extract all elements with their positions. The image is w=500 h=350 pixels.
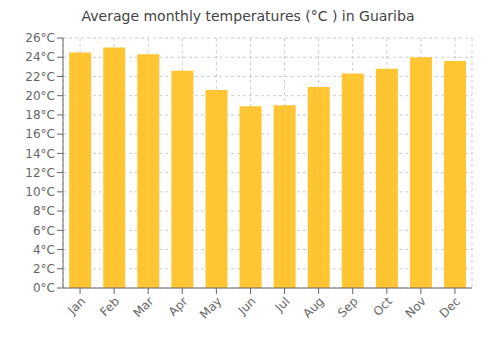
svg-text:18°C: 18°C — [25, 108, 55, 122]
svg-text:Oct: Oct — [370, 294, 395, 319]
svg-text:Feb: Feb — [97, 294, 122, 319]
svg-text:Jul: Jul — [272, 294, 293, 315]
svg-text:Jun: Jun — [235, 294, 259, 318]
svg-text:Sep: Sep — [335, 294, 361, 320]
svg-text:Mar: Mar — [130, 294, 156, 320]
svg-text:22°C: 22°C — [25, 70, 55, 84]
svg-text:0°C: 0°C — [33, 281, 55, 295]
svg-text:8°C: 8°C — [33, 204, 55, 218]
svg-text:24°C: 24°C — [25, 50, 55, 64]
svg-text:May: May — [197, 294, 224, 321]
svg-text:Nov: Nov — [403, 294, 429, 320]
svg-text:14°C: 14°C — [25, 147, 55, 161]
svg-text:2°C: 2°C — [33, 262, 55, 276]
svg-text:Aug: Aug — [300, 294, 326, 320]
html-text:Average monthly temperatures (: Average monthly temperatures (°C ) in Gu… — [81, 8, 415, 24]
svg-text:4°C: 4°C — [33, 243, 55, 257]
svg-text:20°C: 20°C — [25, 89, 55, 103]
svg-text:Dec: Dec — [437, 294, 463, 320]
svg-text:26°C: 26°C — [25, 31, 55, 45]
svg-text:10°C: 10°C — [25, 185, 55, 199]
svg-text:Apr: Apr — [166, 294, 191, 319]
svg-text:Jan: Jan — [64, 294, 88, 318]
svg-text:16°C: 16°C — [25, 127, 55, 141]
svg-text:6°C: 6°C — [33, 224, 55, 238]
svg-text:12°C: 12°C — [25, 166, 55, 180]
